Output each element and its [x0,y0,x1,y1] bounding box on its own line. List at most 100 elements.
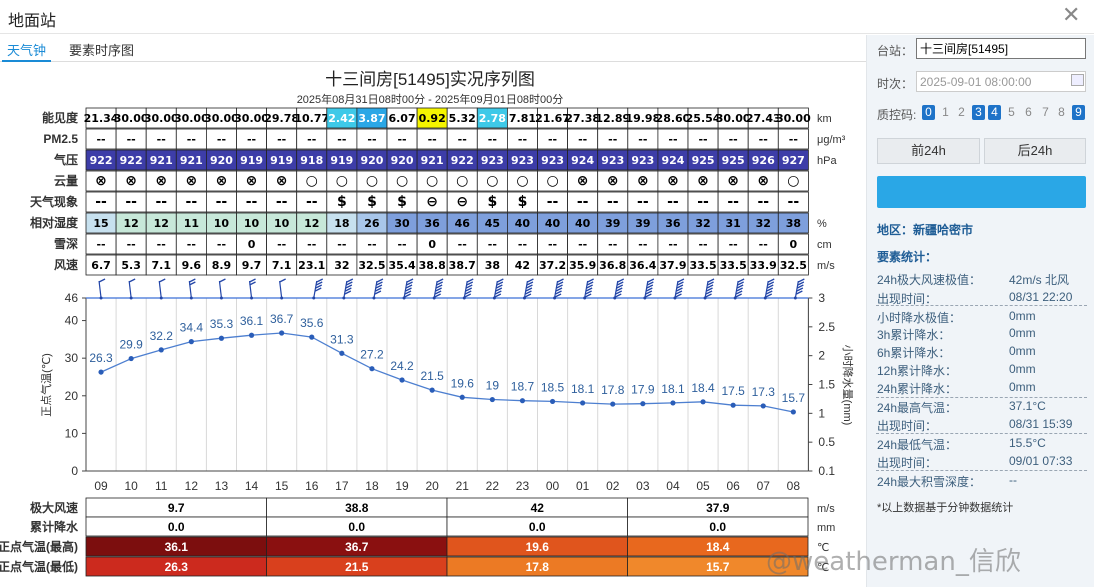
temperature-point [218,335,225,341]
cell-text-wind: 5.3 [121,259,141,272]
cell-humidity [777,212,809,234]
cell-text-humidity: 38 [786,217,801,230]
cell-text-visibility: 19.98 [625,112,660,125]
cell-text-weather: -- [186,194,198,210]
wind-barb-feather [279,278,286,283]
qc-code-0[interactable]: 0 [922,105,935,120]
wind-barb-shaft [523,280,529,299]
qc-code-1[interactable]: 1 [942,105,949,119]
cell-text-cloud: ⊗ [727,173,739,189]
summary-cell-text: 21.5 [345,560,369,574]
y2-axis-title: 小时降水量(mm) [841,345,855,426]
cell-text-visibility: 30.00 [174,112,209,125]
x-tick-label: 07 [757,479,771,493]
qc-code-2[interactable]: 2 [958,105,965,119]
qc-code-6[interactable]: 6 [1025,105,1032,119]
wind-barb-feather [249,281,256,286]
wind-barb-shaft [584,280,589,299]
cell-text-snow: 0 [790,238,798,251]
cell-text-weather: -- [276,194,288,210]
wind-barb-feather [705,293,712,298]
summary-unit: ℃ [817,562,829,574]
cell-text-visibility: 12.89 [595,112,630,125]
temperature-label: 36.1 [240,314,264,328]
wind-barb-feather [614,293,622,298]
qc-code-4[interactable]: 4 [988,105,1001,120]
summary-cell-text: 17.8 [526,560,550,574]
cell-text-humidity: 18 [334,217,349,230]
wind-barb-feather [706,284,714,289]
qc-code-3[interactable]: 3 [972,105,985,120]
query-button[interactable] [877,176,1086,208]
wind-barb-shaft [674,280,679,299]
wind-barb-feather [434,293,441,298]
cell-text-pressure: 922 [90,154,113,167]
summary-cell-text: 19.6 [526,540,550,554]
cell-text-wind: 6.7 [91,259,111,272]
stat-value: -- [1009,473,1017,487]
cell-text-humidity: 12 [123,217,138,230]
cell-text-snow: -- [157,238,166,251]
tab-weather-clock[interactable]: 天气钟 [2,40,52,62]
cell-text-snow: -- [367,238,376,251]
cell-text-humidity: 40 [515,217,531,230]
stat-label: 小时降水极值： [877,311,962,325]
wind-barb-feather [797,281,805,286]
cell-text-weather: -- [216,194,228,210]
wind-barb-feather [675,293,682,298]
stat-label: 6h累计降水： [877,346,951,360]
wind-barb-feather [464,290,472,295]
cell-text-weather: $ [518,194,528,210]
wind-barb [522,278,534,300]
temperature-label: 18.4 [691,381,715,395]
cell-text-pm25: -- [638,133,647,146]
wind-barb-feather [677,281,684,286]
summary-cell-text: 0.0 [348,520,365,534]
wind-barb [432,278,444,300]
station-input[interactable] [916,38,1086,59]
cell-text-pressure: 920 [210,154,233,167]
qc-code-9[interactable]: 9 [1072,105,1085,120]
x-tick-label: 20 [425,479,439,493]
cell-text-weather: -- [788,194,800,210]
next-24h-button[interactable]: 后24h [984,138,1086,164]
y-axis-title: 正点气温(℃) [39,353,53,417]
cell-text-pressure: 922 [451,154,474,167]
x-tick-label: 14 [245,479,259,493]
row-label-snow: 雪深 [54,236,78,251]
x-tick-label: 06 [726,479,740,493]
wind-barb-feather [495,287,503,292]
qc-code-8[interactable]: 8 [1058,105,1065,119]
row-label-pm25: PM2.5 [43,132,78,146]
cell-text-visibility: 27.43 [746,112,781,125]
cell-text-humidity: 39 [605,217,620,230]
cell-text-weather: ⊖ [456,194,468,210]
qc-code-7[interactable]: 7 [1042,105,1049,119]
wind-barb [218,278,226,300]
close-icon[interactable]: ✕ [1062,2,1081,27]
wind-barb-feather [586,281,594,286]
wind-barb-feather [765,293,773,298]
wind-barb-feather [189,281,196,286]
calendar-icon[interactable] [1071,74,1084,86]
cell-text-visibility: 30.00 [716,112,751,125]
wind-barb-feather [585,290,592,295]
qc-code-5[interactable]: 5 [1008,105,1015,119]
wind-barb-feather [344,290,352,295]
cell-text-pm25: -- [187,133,196,146]
row-unit-pm25: μg/m³ [817,134,846,146]
temperature-point [279,330,285,336]
cell-text-pm25: -- [608,133,617,146]
wind-barb-feather [435,287,442,292]
wind-barb-feather [737,281,744,286]
cell-weather [777,191,809,213]
tab-element-timeseries[interactable]: 要素时序图 [69,43,135,58]
wind-barb-feather [526,284,533,289]
cell-text-weather: -- [155,194,167,210]
cell-text-visibility: 25.54 [686,112,721,125]
wind-barb-feather [647,278,655,283]
cell-text-visibility: 10.77 [294,112,329,125]
cell-text-pm25: -- [668,133,677,146]
time-input[interactable] [916,71,1086,92]
prev-24h-button[interactable]: 前24h [877,138,980,164]
